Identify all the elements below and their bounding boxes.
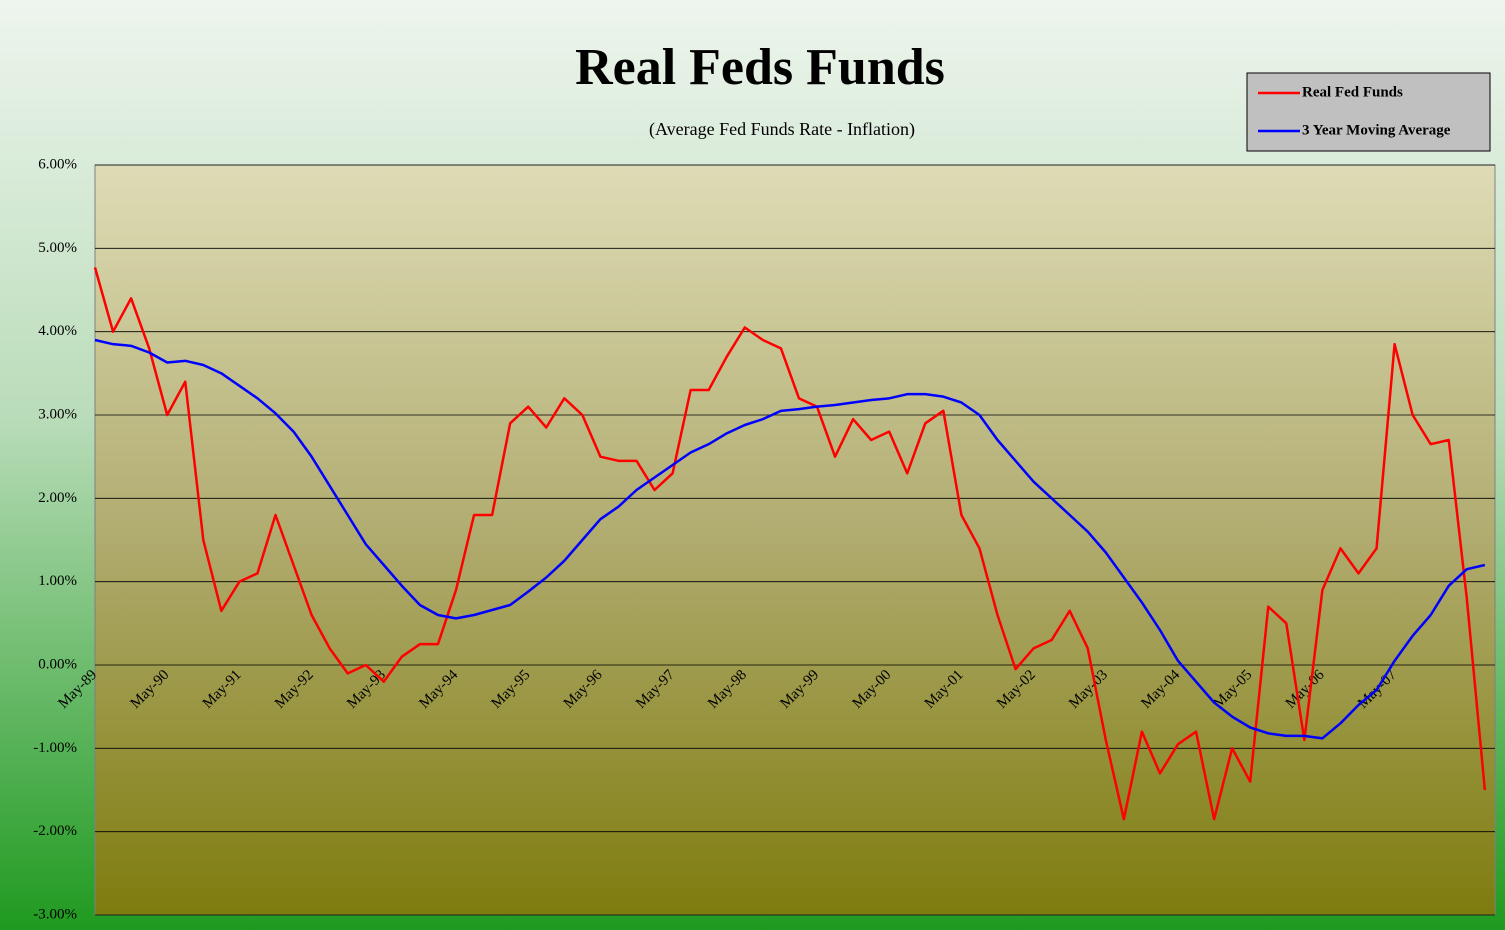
chart-title: Real Feds Funds: [575, 39, 945, 96]
y-tick-label: 5.00%: [38, 240, 77, 256]
y-tick-label: -1.00%: [33, 740, 77, 756]
y-tick-label: -2.00%: [33, 823, 77, 839]
chart-subtitle: (Average Fed Funds Rate - Inflation): [649, 119, 915, 140]
y-tick-label: 4.00%: [38, 323, 77, 339]
legend-label: 3 Year Moving Average: [1302, 122, 1451, 138]
y-tick-label: -3.00%: [33, 906, 77, 922]
y-tick-label: 6.00%: [38, 156, 77, 172]
line-series: [93, 267, 1487, 821]
legend: Real Fed Funds 3 Year Moving Average: [1246, 72, 1491, 152]
y-tick-label: 3.00%: [38, 406, 77, 422]
legend-label: Real Fed Funds: [1302, 84, 1403, 100]
y-tick-label: 1.00%: [38, 573, 77, 589]
legend-box: [1246, 72, 1491, 152]
y-tick-label: 2.00%: [38, 490, 77, 506]
y-tick-label: 0.00%: [38, 656, 77, 672]
line-series: [94, 338, 1486, 740]
plot-area: [94, 164, 1496, 916]
